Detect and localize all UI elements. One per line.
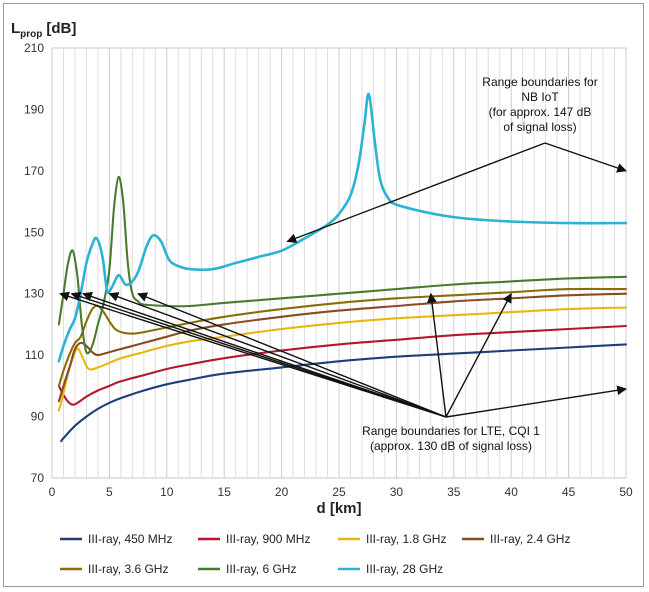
annotation-arrows <box>59 142 627 418</box>
series-line-4 <box>57 292 628 403</box>
annotation-arrow <box>286 142 546 243</box>
series-line-5 <box>57 287 628 387</box>
y-tick-label: 130 <box>24 287 44 301</box>
x-tick-label: 35 <box>447 485 461 499</box>
legend-label: III-ray, 1.8 GHz <box>366 532 446 546</box>
x-tick-label: 25 <box>332 485 346 499</box>
legend-label: III-ray, 2.4 GHz <box>490 532 570 546</box>
x-tick-label: 45 <box>562 485 576 499</box>
y-tick-label: 190 <box>24 102 44 116</box>
x-tick-label: 15 <box>218 485 232 499</box>
annotation-text-line: of signal loss) <box>503 120 576 134</box>
y-axis-title: Lprop [dB] <box>11 20 76 40</box>
x-tick-label: 10 <box>160 485 174 499</box>
x-axis-ticks: 0 5 10 15 20 25 30 35 40 45 50 <box>49 485 633 499</box>
legend-label: III-ray, 28 GHz <box>366 562 443 576</box>
annotation-arrow <box>445 385 627 418</box>
x-axis-title: d [km] <box>317 500 362 517</box>
legend-label: III-ray, 450 MHz <box>88 532 172 546</box>
annotation-text-line: (for approx. 147 dB <box>489 105 592 119</box>
y-axis-title-unit: [dB] <box>46 20 76 37</box>
annotation-arrow <box>544 142 627 173</box>
y-tick-label: 150 <box>24 225 44 239</box>
annotation-text-line: Range boundaries for <box>482 75 597 89</box>
y-tick-label: 210 <box>24 41 44 55</box>
x-tick-label: 5 <box>106 485 113 499</box>
x-tick-label: 20 <box>275 485 289 499</box>
annotation-lte-label: Range boundaries for LTE, CQI 1(approx. … <box>362 424 540 453</box>
x-tick-label: 30 <box>390 485 404 499</box>
legend-label: III-ray, 900 MHz <box>226 532 310 546</box>
y-axis-title-sub: prop <box>20 29 42 40</box>
annotation-arrow <box>445 292 512 418</box>
x-tick-label: 40 <box>505 485 519 499</box>
annotation-text-line: Range boundaries for LTE, CQI 1 <box>362 424 540 438</box>
y-tick-label: 90 <box>31 410 45 424</box>
series-line-3 <box>57 306 628 412</box>
annotation-text-line: (approx. 130 dB of signal loss) <box>370 439 532 453</box>
series-line-7 <box>57 92 628 363</box>
series-line-1 <box>60 343 628 443</box>
annotation-arrow <box>137 292 447 418</box>
y-tick-label: 70 <box>31 471 45 485</box>
y-tick-label: 110 <box>25 348 44 362</box>
series-line-2 <box>57 324 628 406</box>
annotation-text-line: NB IoT <box>521 90 559 104</box>
x-tick-label: 50 <box>619 485 633 499</box>
y-axis-ticks: 70 90 110 130 150 170 190 210 <box>24 41 44 485</box>
x-tick-label: 0 <box>49 485 56 499</box>
legend-label: III-ray, 3.6 GHz <box>88 562 168 576</box>
y-tick-label: 170 <box>24 164 44 178</box>
legend-label: III-ray, 6 GHz <box>226 562 296 576</box>
annotation-arrow <box>108 292 447 418</box>
annotation-arrow <box>427 292 447 418</box>
legend: III-ray, 450 MHz III-ray, 900 MHz III-ray,… <box>60 532 570 576</box>
figure-border <box>3 3 644 587</box>
annotation-arrow <box>82 291 447 418</box>
y-axis-title-main: L <box>11 20 20 37</box>
